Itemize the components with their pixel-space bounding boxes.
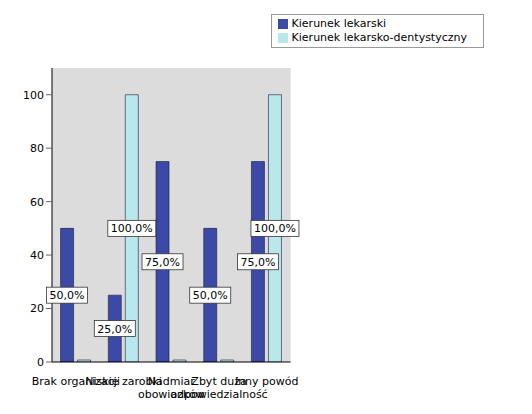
svg-text:Niskie zarobki: Niskie zarobki: [85, 375, 162, 388]
svg-text:50,0%: 50,0%: [50, 289, 85, 302]
svg-text:25,0%: 25,0%: [97, 323, 132, 336]
svg-text:Zbyt duża: Zbyt duża: [191, 375, 247, 388]
svg-text:Brak organizacji: Brak organizacji: [31, 375, 120, 388]
svg-text:100,0%: 100,0%: [111, 222, 153, 235]
svg-text:100: 100: [23, 89, 44, 102]
svg-text:75,0%: 75,0%: [145, 256, 180, 269]
svg-text:20: 20: [30, 302, 44, 315]
svg-text:Inny powód: Inny powód: [235, 375, 299, 388]
svg-text:0: 0: [37, 356, 44, 369]
svg-text:odpowiedzialność: odpowiedzialność: [170, 388, 267, 401]
svg-text:50,0%: 50,0%: [193, 289, 228, 302]
svg-text:80: 80: [30, 142, 44, 155]
svg-text:40: 40: [30, 249, 44, 262]
svg-text:75,0%: 75,0%: [240, 256, 275, 269]
svg-text:Nadmiar: Nadmiar: [148, 375, 195, 388]
html-text:Kierunek lekarsko-dentystyczny: Kierunek lekarsko-dentystyczny: [291, 31, 467, 44]
svg-text:60: 60: [30, 196, 44, 209]
svg-text:100,0%: 100,0%: [254, 222, 296, 235]
html-text:Kierunek lekarski: Kierunek lekarski: [291, 17, 387, 30]
